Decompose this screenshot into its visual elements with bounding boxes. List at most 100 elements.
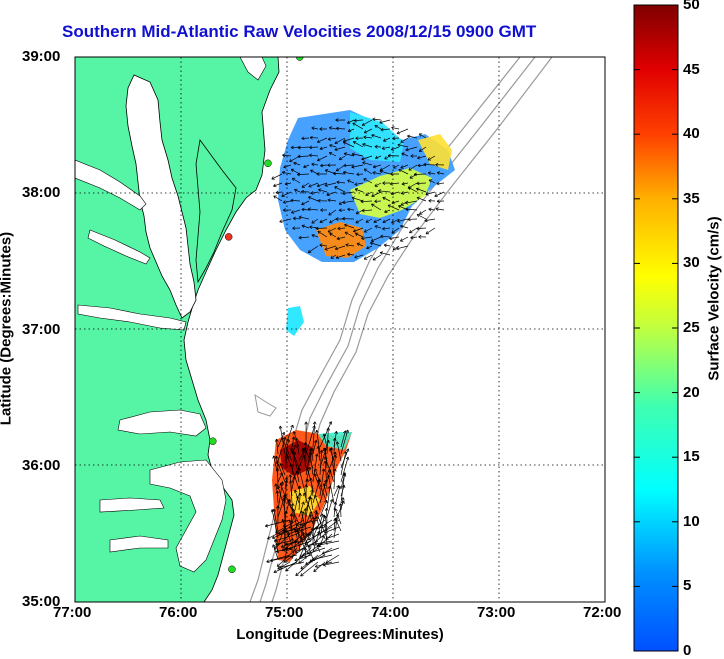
- velocity-vector: [400, 137, 409, 143]
- velocity-vector-head: [307, 207, 311, 210]
- velocity-vector: [425, 191, 436, 195]
- velocity-vector-head: [328, 474, 331, 478]
- velocity-vector-head: [283, 511, 287, 514]
- velocity-vector-head: [338, 208, 342, 211]
- velocity-vector-head: [398, 169, 401, 173]
- velocity-vector-head: [334, 508, 336, 512]
- velocity-vector-head: [314, 468, 316, 472]
- velocity-vector-head: [284, 528, 287, 532]
- velocity-vector: [340, 497, 344, 511]
- velocity-vector: [353, 119, 364, 121]
- velocity-vector-head: [282, 153, 286, 156]
- velocity-vector: [277, 529, 285, 546]
- velocity-vector-head: [283, 167, 287, 169]
- velocity-vector-head: [351, 164, 355, 168]
- velocity-vector: [397, 144, 409, 148]
- velocity-vector-head: [322, 563, 326, 566]
- velocity-vector-head: [270, 560, 274, 563]
- velocity-vector: [304, 547, 307, 560]
- x-tick-label: 75:00: [265, 604, 304, 621]
- velocity-vector-head: [310, 193, 314, 195]
- velocity-vector: [334, 517, 342, 532]
- velocity-vector: [374, 124, 382, 130]
- velocity-vector-head: [383, 244, 387, 248]
- velocity-vector-head: [436, 183, 440, 186]
- velocity-vector-head: [424, 220, 428, 223]
- velocity-vector-head: [365, 192, 368, 196]
- velocity-vector-head: [325, 560, 328, 564]
- velocity-vector: [361, 236, 373, 239]
- velocity-vector-head: [310, 527, 314, 530]
- velocity-vector-head: [389, 181, 393, 185]
- velocity-vector-head: [379, 252, 383, 255]
- velocity-vector-head: [391, 126, 395, 128]
- colorbar-tick-label: 30: [683, 254, 700, 272]
- velocity-vector-head: [294, 189, 297, 193]
- velocity-vector: [311, 127, 319, 130]
- velocity-vector: [317, 479, 328, 504]
- velocity-vector-head: [363, 256, 366, 260]
- velocity-vector-head: [301, 447, 304, 451]
- velocity-vector-head: [290, 198, 294, 201]
- station-marker: [224, 233, 233, 241]
- velocity-vector-head: [322, 433, 325, 437]
- velocity-vector-head: [363, 168, 366, 172]
- velocity-vector-head: [396, 248, 400, 251]
- velocity-vector: [284, 424, 294, 448]
- velocity-vector-head: [278, 531, 281, 535]
- velocity-vector-head: [330, 255, 333, 259]
- velocity-vector: [280, 483, 286, 497]
- velocity-vector-head: [297, 172, 300, 175]
- velocity-vector-head: [309, 154, 312, 158]
- velocity-vector: [353, 141, 364, 148]
- velocity-vector-head: [294, 557, 298, 561]
- velocity-vector: [329, 152, 337, 157]
- velocity-vector-head: [342, 216, 346, 219]
- velocity-vector-head: [324, 249, 328, 251]
- velocity-vector-head: [305, 478, 308, 482]
- velocity-vector-head: [370, 238, 374, 242]
- velocity-vector-head: [353, 229, 356, 232]
- velocity-vector: [363, 178, 373, 184]
- velocity-vector-head: [384, 156, 387, 160]
- neuse-river: [109, 535, 169, 553]
- velocity-vector: [334, 137, 346, 144]
- velocity-vector-head: [293, 216, 297, 219]
- velocity-vector: [300, 554, 319, 570]
- velocity-vector-head: [372, 171, 376, 173]
- velocity-vector-head: [337, 228, 341, 231]
- velocity-vector-head: [343, 485, 346, 489]
- velocity-vector-head: [316, 139, 320, 143]
- velocity-vector-head: [413, 172, 417, 175]
- velocity-vector: [373, 218, 382, 223]
- velocity-vector-head: [281, 431, 285, 435]
- velocity-vector-head: [393, 165, 396, 169]
- velocity-vector-head: [323, 468, 326, 472]
- velocity-vector: [315, 227, 328, 229]
- velocity-vector-head: [286, 455, 290, 458]
- velocity-vector: [296, 519, 319, 526]
- velocity-vector-head: [290, 503, 294, 507]
- velocity-vector-head: [311, 220, 314, 224]
- velocity-vector-head: [303, 511, 305, 515]
- velocity-vector: [319, 421, 332, 448]
- velocity-vector-head: [401, 153, 404, 156]
- velocity-vector-head: [397, 221, 401, 223]
- velocity-vector-head: [335, 455, 338, 459]
- velocity-vector-head: [313, 473, 315, 477]
- velocity-vector: [273, 533, 291, 550]
- velocity-vector-head: [275, 455, 279, 459]
- velocity-vector: [298, 523, 304, 553]
- velocity-vector-head: [301, 224, 305, 226]
- velocity-vector-head: [272, 535, 275, 539]
- velocity-vector-head: [372, 172, 376, 175]
- velocity-vector: [275, 547, 291, 553]
- velocity-vectors: [265, 117, 445, 577]
- velocity-vector: [324, 245, 337, 250]
- velocity-vector: [333, 500, 345, 525]
- velocity-vector-head: [343, 165, 347, 168]
- velocity-vector-head: [347, 456, 350, 460]
- velocity-vector: [277, 481, 283, 511]
- velocity-vector-head: [327, 229, 330, 233]
- velocity-vector: [391, 218, 400, 224]
